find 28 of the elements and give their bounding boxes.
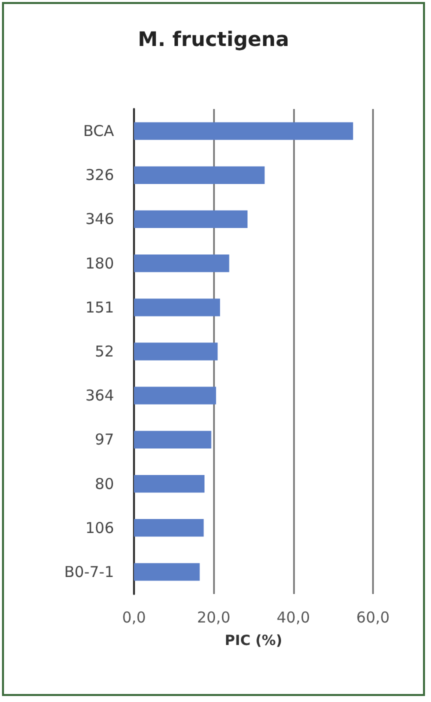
bar <box>134 342 218 360</box>
bar <box>134 210 248 228</box>
y-tick-label: 151 <box>85 298 114 316</box>
bar <box>134 519 204 537</box>
y-tick-label: BCA <box>83 122 115 140</box>
bar <box>134 122 354 140</box>
bar <box>134 166 265 184</box>
y-tick-label: 106 <box>85 518 114 537</box>
bar <box>134 298 220 316</box>
y-tick-label: 364 <box>85 386 114 405</box>
bar <box>134 254 230 272</box>
x-tick-label: 40,0 <box>276 608 310 626</box>
bar <box>134 474 205 493</box>
y-tick-label: 180 <box>85 254 114 272</box>
chart-title: M. fructigena <box>138 27 290 51</box>
y-tick-label: B0-7-1 <box>64 562 114 581</box>
y-tick-label: 80 <box>94 474 114 493</box>
y-tick-label: 346 <box>85 210 114 228</box>
x-axis-title: PIC (%) <box>224 633 282 649</box>
y-tick-label: 326 <box>85 166 114 184</box>
x-tick-label: 20,0 <box>196 608 230 626</box>
bar <box>134 386 216 404</box>
bar <box>134 430 212 448</box>
y-tick-label: 52 <box>94 342 114 360</box>
y-tick-label: 97 <box>94 430 114 449</box>
x-tick-label: 60,0 <box>356 608 390 626</box>
x-tick-label: 0,0 <box>122 608 146 626</box>
bar <box>134 563 200 581</box>
